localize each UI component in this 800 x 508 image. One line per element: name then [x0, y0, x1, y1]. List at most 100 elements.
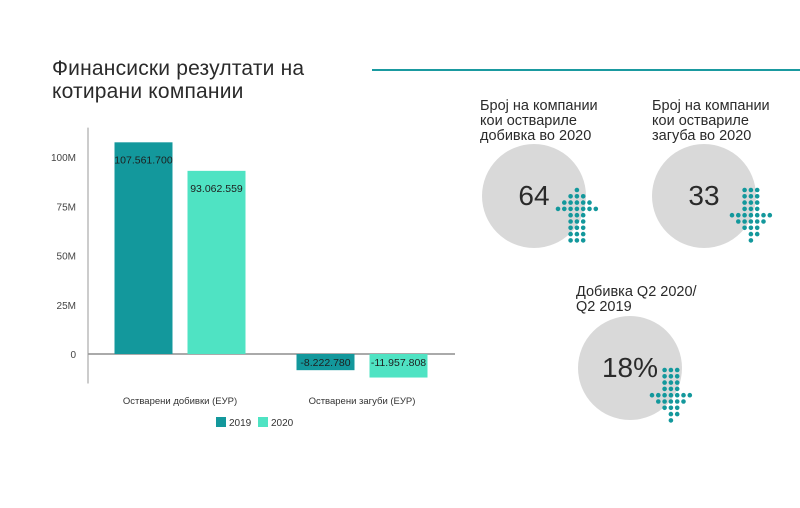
arrow-dot [748, 200, 754, 205]
kpi-label-line: Број на компании [652, 98, 770, 114]
kpi-label-line: Добивка Q2 2020/ [576, 284, 697, 300]
arrow-dot [668, 386, 674, 392]
arrow-dot [674, 392, 680, 398]
arrow-dot [687, 392, 693, 398]
page-title: Финансиски резултати на котирани компани… [52, 57, 372, 103]
arrow-dot [662, 399, 667, 404]
y-tick-label: 25M [57, 301, 76, 312]
y-tick-label: 0 [70, 350, 76, 361]
y-tick-label: 75M [57, 202, 76, 213]
arrow-dot [580, 194, 586, 199]
arrow-dot [580, 206, 586, 212]
arrow-dot [748, 219, 754, 224]
arrow-dot [580, 231, 586, 237]
x-axis-labels: Остварени добивки (ЕУР) Остварени загуби … [123, 396, 416, 407]
arrow-dot [574, 200, 580, 205]
arrow-dot [742, 187, 747, 193]
arrow-dot [674, 386, 680, 392]
arrow-dot [748, 206, 754, 212]
kpi-profit-companies-value: 64 [518, 180, 550, 211]
arrow-dot [568, 200, 573, 205]
dotted-down-arrow-icon [729, 187, 773, 243]
arrow-dot [668, 418, 674, 423]
kpi-loss-companies-circle: 33 [652, 144, 756, 248]
arrow-dot [729, 212, 735, 218]
arrow-dot [767, 212, 773, 218]
arrow-dot [748, 194, 754, 199]
y-tick-label: 50M [57, 252, 76, 263]
arrow-dot [674, 367, 680, 373]
arrow-dot [568, 231, 573, 237]
arrow-dot [754, 212, 760, 218]
arrow-dot [574, 231, 580, 237]
kpi-label-line: кои оствариле [480, 113, 577, 129]
arrow-dot [754, 219, 760, 224]
arrow-dot [580, 225, 586, 231]
arrow-dot [742, 200, 747, 205]
title-divider [372, 69, 800, 71]
arrow-dot [587, 206, 592, 212]
arrow-dot [681, 392, 686, 398]
arrow-dot [736, 212, 741, 218]
kpi-label-line: Q2 2019 [576, 299, 632, 315]
arrow-dot [668, 399, 674, 404]
arrow-dot [754, 231, 760, 237]
arrow-dot [593, 206, 599, 212]
arrow-dot [568, 206, 573, 212]
x-category-label: Остварени загуби (ЕУР) [309, 396, 416, 407]
arrow-dot [568, 194, 573, 199]
chart-legend: 2019 2020 [216, 417, 294, 429]
arrow-dot [580, 219, 586, 224]
arrow-dot [668, 392, 674, 398]
arrow-dot [662, 405, 667, 411]
arrow-dot [649, 392, 655, 398]
arrow-dot [736, 219, 741, 224]
arrow-dot [748, 225, 754, 231]
arrow-dot [662, 386, 667, 392]
arrow-dot [674, 405, 680, 411]
kpi-label-line: кои оствариле [652, 113, 749, 129]
bar-2020-0 [187, 170, 246, 354]
title-line-1: Финансиски резултати на [52, 57, 305, 80]
arrow-dot [662, 367, 667, 373]
arrow-dot [568, 225, 573, 231]
arrow-dot [674, 411, 680, 417]
kpi-q2-profit-value: 18% [601, 352, 659, 383]
arrow-dot [748, 231, 754, 237]
arrow-dot [574, 206, 580, 212]
arrow-dot [662, 380, 667, 385]
arrow-dot [754, 206, 760, 212]
arrow-dot [754, 200, 760, 205]
arrow-dot [574, 225, 580, 231]
arrow-dot [580, 238, 586, 243]
arrow-dot [668, 367, 674, 373]
arrow-dot [656, 399, 661, 404]
arrow-dot [742, 206, 747, 212]
dotted-down-arrow-icon [649, 367, 693, 423]
arrow-dot [668, 374, 674, 379]
kpi-label-line: добивка во 2020 [480, 128, 592, 144]
bar-value-label: 107.561.700 [114, 154, 173, 166]
arrow-dot [748, 187, 754, 193]
arrow-dot [574, 187, 580, 193]
arrow-dot [681, 399, 686, 404]
arrow-dot [668, 405, 674, 411]
financial-results-bar-chart: 0 25M 50M 75M 100M 107.561.700 93.062.559 -8.2… [51, 127, 455, 429]
arrow-dot [761, 212, 766, 218]
arrow-dot [574, 238, 580, 243]
arrow-dot [562, 206, 567, 212]
arrow-dot [748, 238, 754, 243]
arrow-dot [754, 225, 760, 231]
arrow-dot [568, 238, 573, 243]
arrow-dot [742, 225, 747, 231]
bar-value-label: 93.062.559 [190, 183, 243, 195]
kpi-profit-companies-label: Број на компании кои оствариле добивка в… [480, 99, 598, 144]
arrow-dot [742, 219, 747, 224]
dotted-up-arrow-icon [555, 187, 599, 243]
arrow-dot [761, 219, 766, 224]
arrow-dot [668, 380, 674, 385]
arrow-dot [674, 399, 680, 404]
legend-label-2020: 2020 [271, 418, 294, 429]
arrow-dot [668, 411, 674, 417]
arrow-dot [555, 206, 561, 212]
